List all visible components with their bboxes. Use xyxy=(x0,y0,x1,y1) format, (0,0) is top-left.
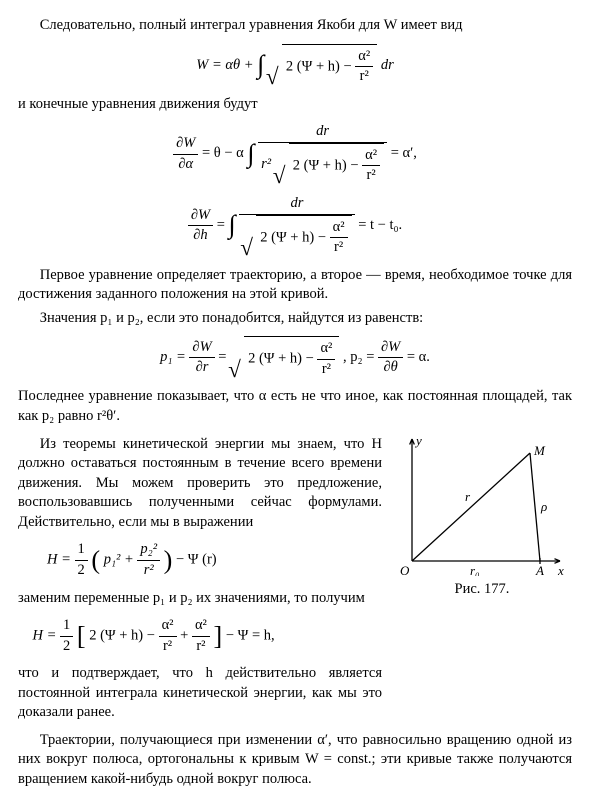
sqrt: 2 (Ψ + h) − α²r² xyxy=(268,44,377,87)
para-5: Последнее уравнение показывает, что α ес… xyxy=(18,387,572,426)
para-3: Первое уравнение определяет траекторию, … xyxy=(18,266,572,305)
eq-w-lhs: W = αθ + xyxy=(196,56,253,72)
eq-p1p2: p₁ = ∂W∂r = 2 (Ψ + h) − α²r² , p₂ = ∂W∂θ… xyxy=(18,336,572,379)
para-2: и конечные уравнения движения будут xyxy=(18,95,572,115)
para-7: заменим переменные p₁ и p₂ их значениями… xyxy=(18,589,382,609)
eq-dwda: ∂W∂α = θ − α ∫ dr r² 2 (Ψ + h) − α²r² = … xyxy=(18,122,572,186)
para-intro: Следовательно, полный интеграл уравнения… xyxy=(18,16,572,36)
svg-text:M: M xyxy=(533,443,546,458)
svg-text:y: y xyxy=(414,433,422,448)
radicand-text: 2 (Ψ + h) − xyxy=(286,58,352,74)
para-6: Из теоремы кинетической энергии мы знаем… xyxy=(18,435,382,533)
figure-svg: y x M O Ar r₀ ρ xyxy=(392,431,567,576)
figure-caption: Рис. 177. xyxy=(392,580,572,600)
svg-text:O: O xyxy=(400,563,410,576)
para-4: Значения p₁ и p₂, если это понадобится, … xyxy=(18,309,572,329)
figure-177: y x M O Ar r₀ ρ Рис. 177. xyxy=(392,431,572,600)
eq-dwdh: ∂W∂h = ∫ dr 2 (Ψ + h) − α²r² = t − t₀. xyxy=(18,194,572,258)
svg-text:x: x xyxy=(557,563,564,576)
svg-text:ρ: ρ xyxy=(540,499,547,514)
dr: dr xyxy=(381,56,394,72)
eq-H1: H = 12 ( p₁² + p₂²r² ) − Ψ (r) xyxy=(18,540,382,580)
para-8: что и подтверждает, что h действительно … xyxy=(18,664,382,723)
para-9: Траектории, получающиеся при изменении α… xyxy=(18,731,572,790)
integral-sign: ∫ xyxy=(257,55,264,76)
svg-text:r₀: r₀ xyxy=(470,563,480,576)
svg-text:A: A xyxy=(535,563,544,576)
eq-w: W = αθ + ∫ 2 (Ψ + h) − α²r² dr xyxy=(18,44,572,87)
svg-text:r: r xyxy=(465,489,471,504)
eq-H2: H = 12 [ 2 (Ψ + h) − α²r² + α²r² ] − Ψ =… xyxy=(18,616,382,656)
